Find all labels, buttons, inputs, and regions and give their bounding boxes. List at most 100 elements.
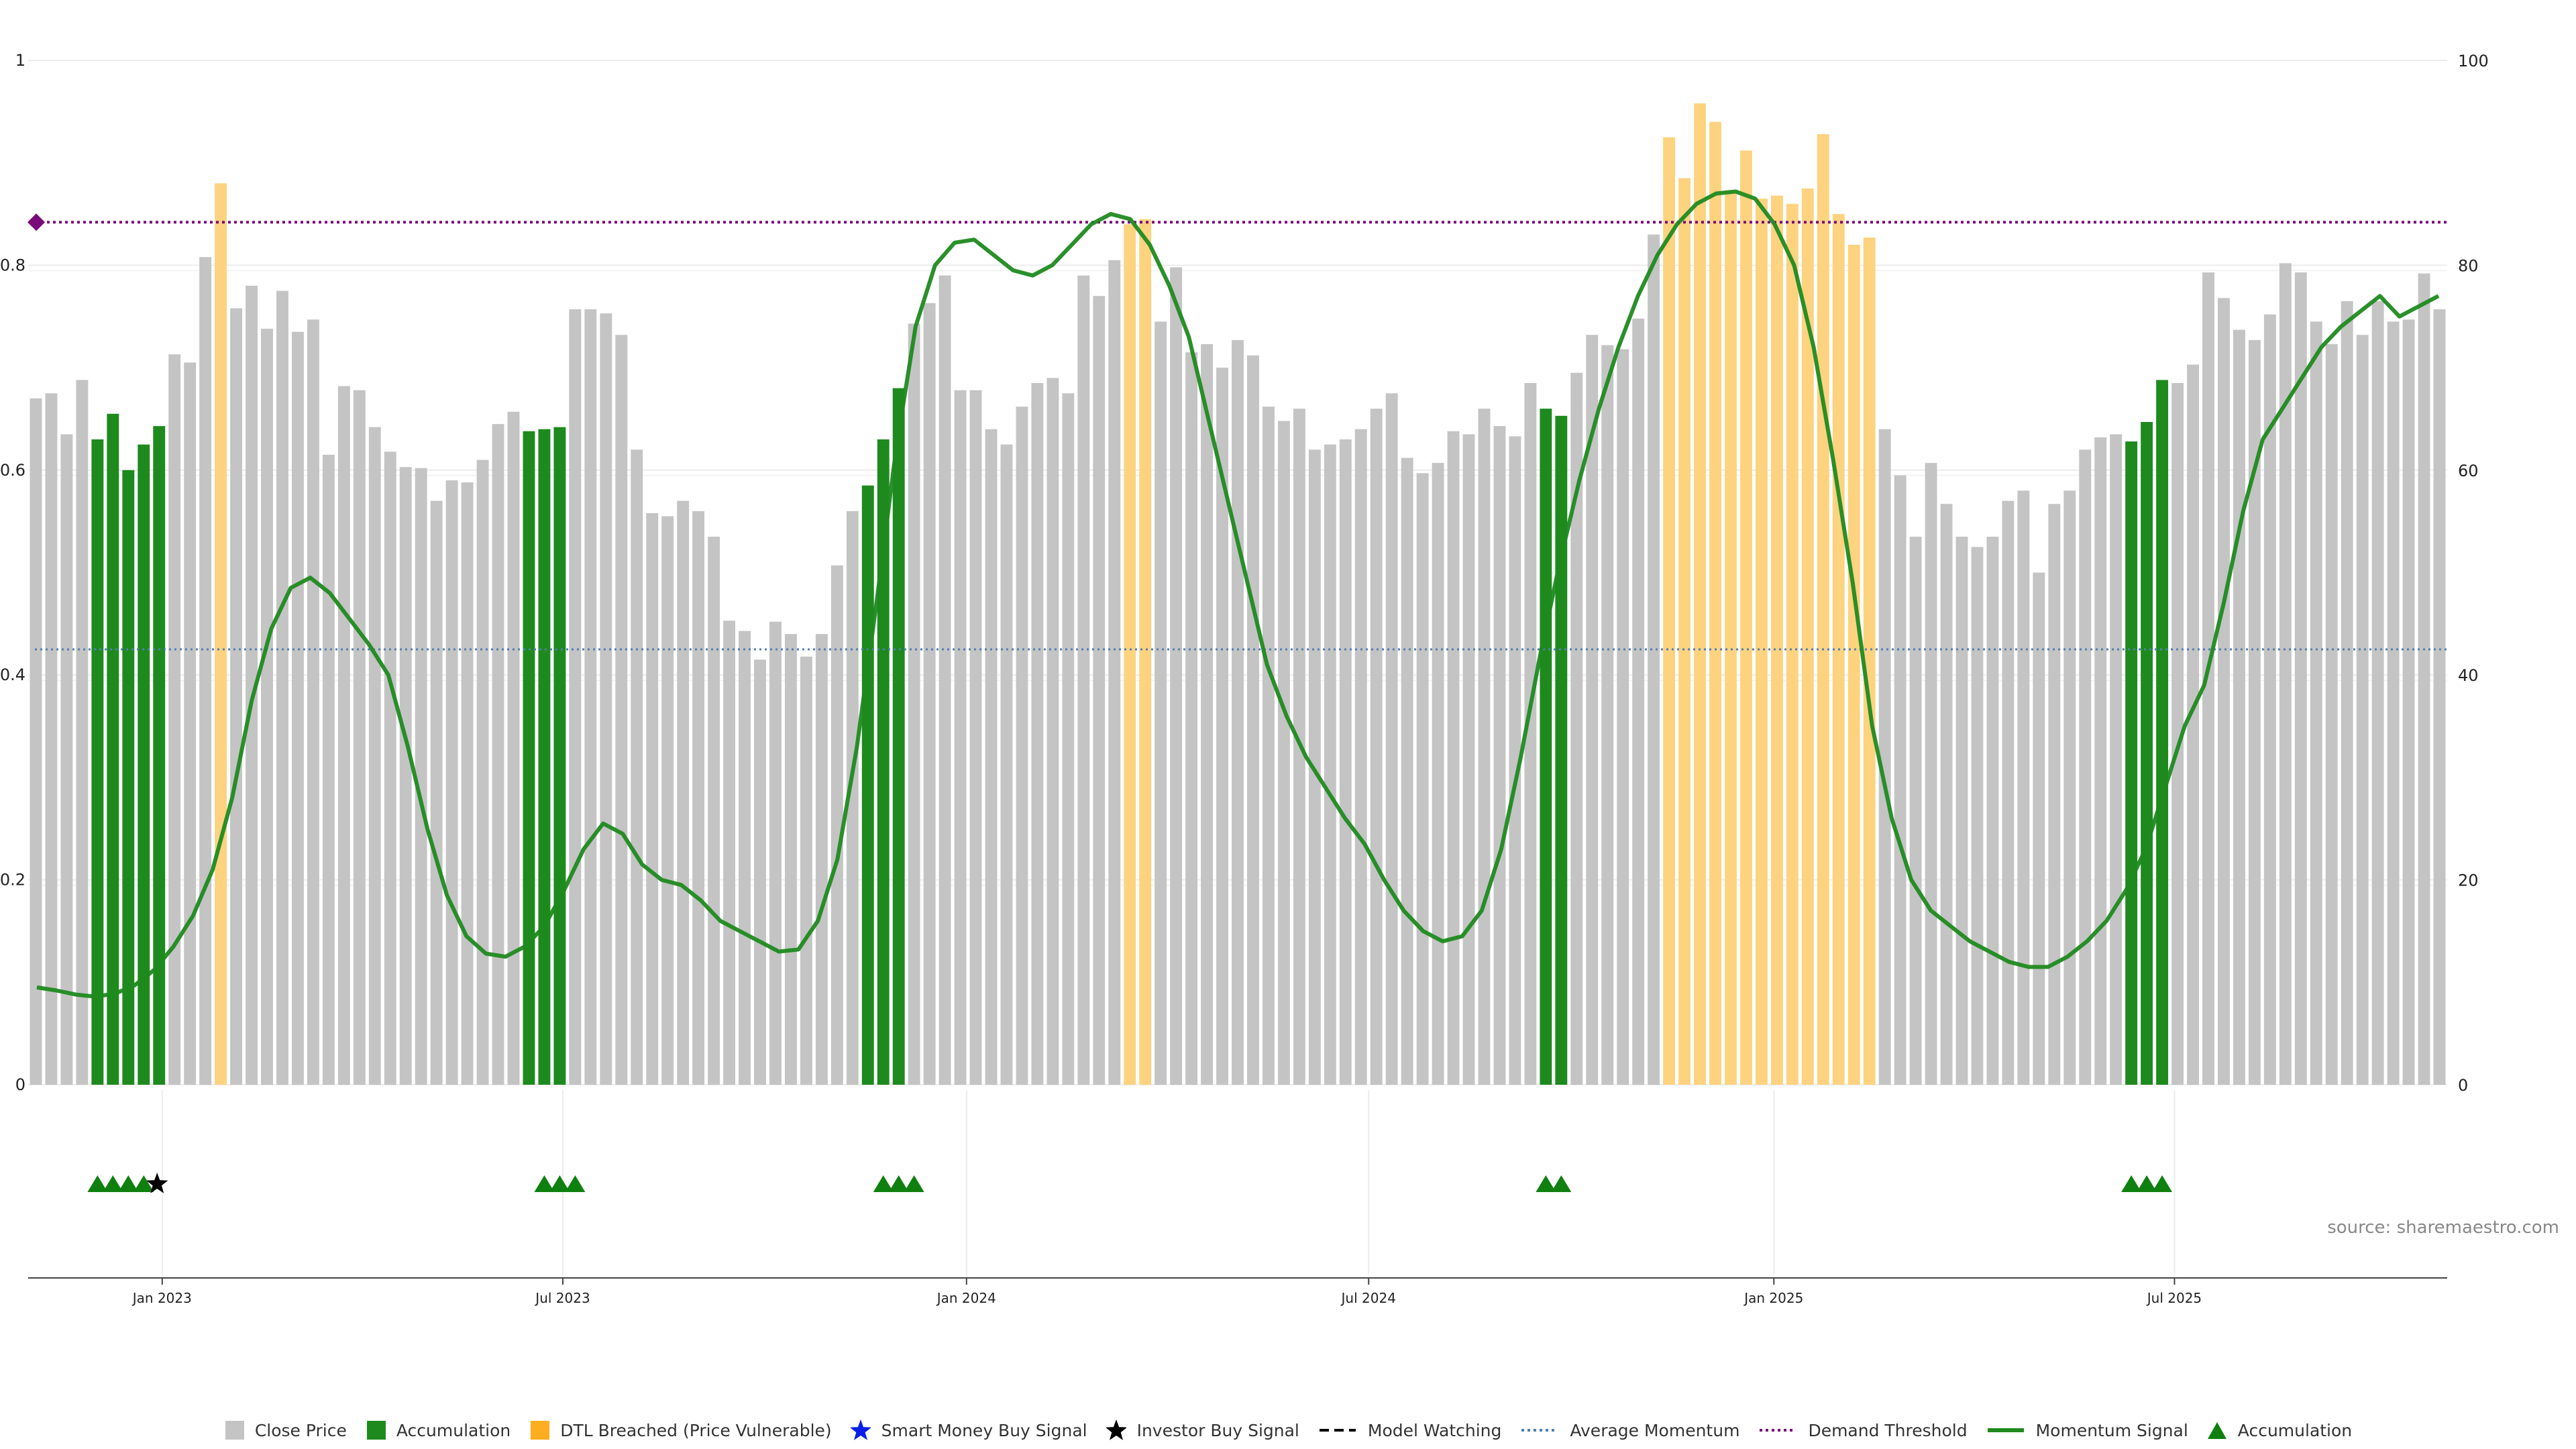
close-price-bar (2079, 449, 2091, 1085)
close-price-bar (1972, 547, 1984, 1085)
close-price-bar (970, 390, 982, 1085)
legend-label: Momentum Signal (2036, 1421, 2188, 1440)
close-price-bar (1417, 473, 1429, 1085)
close-price-bar (1340, 439, 1352, 1085)
close-price-bar (2372, 301, 2384, 1085)
close-price-bar (1371, 409, 1383, 1085)
legend-label: Accumulation (396, 1421, 511, 1440)
close-price-bar (2326, 344, 2338, 1085)
close-price-bar (2002, 501, 2014, 1085)
close-price-bar (739, 631, 751, 1085)
dtl-breached-bar (1786, 204, 1799, 1085)
accumulation-marker (1551, 1175, 1571, 1192)
x-axis: Jan 2023 Jul 2023 Jan 2024 Jul 2024 Jan 2025… (28, 1278, 2447, 1306)
legend-star (851, 1419, 871, 1440)
accumulation-marker (2152, 1175, 2172, 1192)
close-price-bar (76, 380, 88, 1085)
close-price-bar (45, 393, 57, 1085)
close-price-bar (2387, 321, 2400, 1085)
accumulation-bar (153, 426, 165, 1085)
close-price-bar (631, 449, 643, 1085)
close-price-bar (184, 362, 196, 1085)
close-price-bar (2017, 490, 2029, 1085)
line-icon (1758, 1419, 1797, 1442)
accumulation-bar (122, 470, 134, 1085)
right-axis-tick: 0 (2458, 1076, 2468, 1095)
close-price-bar (462, 482, 474, 1085)
accumulation-bar (553, 427, 566, 1085)
legend-item: Accumulation (2207, 1419, 2352, 1442)
close-price-bar (1278, 421, 1290, 1085)
accumulation-bar (862, 486, 874, 1085)
accumulation-marker (565, 1175, 585, 1192)
close-price-bar (323, 455, 335, 1085)
close-price-bar (584, 309, 596, 1085)
close-price-bar (508, 412, 520, 1085)
close-price-bar (30, 398, 42, 1085)
close-price-bar (754, 659, 766, 1085)
legend-item: Model Watching (1318, 1419, 1502, 1442)
right-axis-tick: 100 (2458, 52, 2489, 70)
x-tick-label: Jan 2023 (131, 1290, 192, 1306)
close-price-bar (168, 354, 180, 1085)
close-price-bar (1925, 463, 1937, 1085)
close-price-bar (1941, 504, 1953, 1085)
close-price-bar (1247, 356, 1259, 1085)
x-tick-label: Jan 2025 (1743, 1290, 1803, 1306)
left-axis-tick: 0.8 (0, 256, 25, 274)
dtl-breached-bar (1817, 134, 1829, 1085)
dtl-breached-bar (1139, 219, 1151, 1085)
close-price-bar (1046, 378, 1059, 1085)
close-price-bar (1031, 383, 1043, 1085)
legend-item: Demand Threshold (1758, 1419, 1967, 1442)
close-price-bar (1232, 340, 1244, 1085)
close-price-bar (400, 467, 412, 1085)
close-price-bar (1617, 350, 1629, 1085)
dtl-breached-bar (1663, 138, 1675, 1085)
legend-item: Smart Money Buy Signal (851, 1419, 1087, 1442)
line-icon (1520, 1419, 1559, 1442)
close-price-bar (369, 427, 381, 1085)
legend-item: Close Price (224, 1419, 347, 1442)
dtl-breached-bar (1694, 103, 1706, 1085)
close-price-bar (939, 276, 951, 1085)
close-price-bar (985, 429, 998, 1085)
accumulation-bar (107, 414, 119, 1085)
close-price-bar (1355, 429, 1367, 1085)
star-icon (851, 1419, 871, 1442)
close-price-bar (354, 390, 366, 1085)
x-tick-label: Jul 2025 (2146, 1290, 2202, 1306)
close-price-bar (1432, 463, 1444, 1085)
dtl-breached-bar (1709, 122, 1721, 1085)
close-price-bar (1986, 537, 1998, 1085)
legend-star (1106, 1419, 1126, 1440)
demand-threshold-marker (28, 213, 45, 231)
close-price-bar (2341, 301, 2353, 1085)
legend-label: Close Price (255, 1421, 347, 1440)
accumulation-bar (2156, 380, 2168, 1085)
x-tick-label: Jan 2024 (936, 1290, 996, 1306)
legend-item: Average Momentum (1520, 1419, 1739, 1442)
source-credit: source: sharemaestro.com (2327, 1218, 2559, 1238)
close-price-bar (1324, 445, 1336, 1085)
chart-canvas: 00.20.40.60.81 020406080100 Jan 2023 Jul … (0, 0, 2576, 1449)
legend-item: Investor Buy Signal (1106, 1419, 1299, 1442)
close-price-bar (338, 386, 350, 1085)
accumulation-bar (1555, 416, 1567, 1085)
left-axis-tick: 0.6 (0, 461, 25, 480)
right-axis-tick: 20 (2458, 871, 2479, 890)
close-price-bar (1201, 344, 1213, 1085)
close-price-bar (2279, 263, 2292, 1085)
dtl-breached-bar (1756, 199, 1768, 1085)
close-price-bar (924, 303, 936, 1085)
left-axis-labels: 00.20.40.60.81 (0, 51, 25, 1094)
close-price-bar (1910, 537, 1922, 1085)
accumulation-bar (538, 429, 550, 1085)
close-price-bar (1401, 458, 1413, 1085)
close-price-bar (1463, 434, 1475, 1085)
close-price-bar (1956, 537, 1968, 1085)
close-price-bar (816, 634, 828, 1085)
close-price-bar (677, 501, 689, 1085)
square-icon (529, 1419, 549, 1442)
right-axis-labels: 020406080100 (2458, 52, 2489, 1095)
